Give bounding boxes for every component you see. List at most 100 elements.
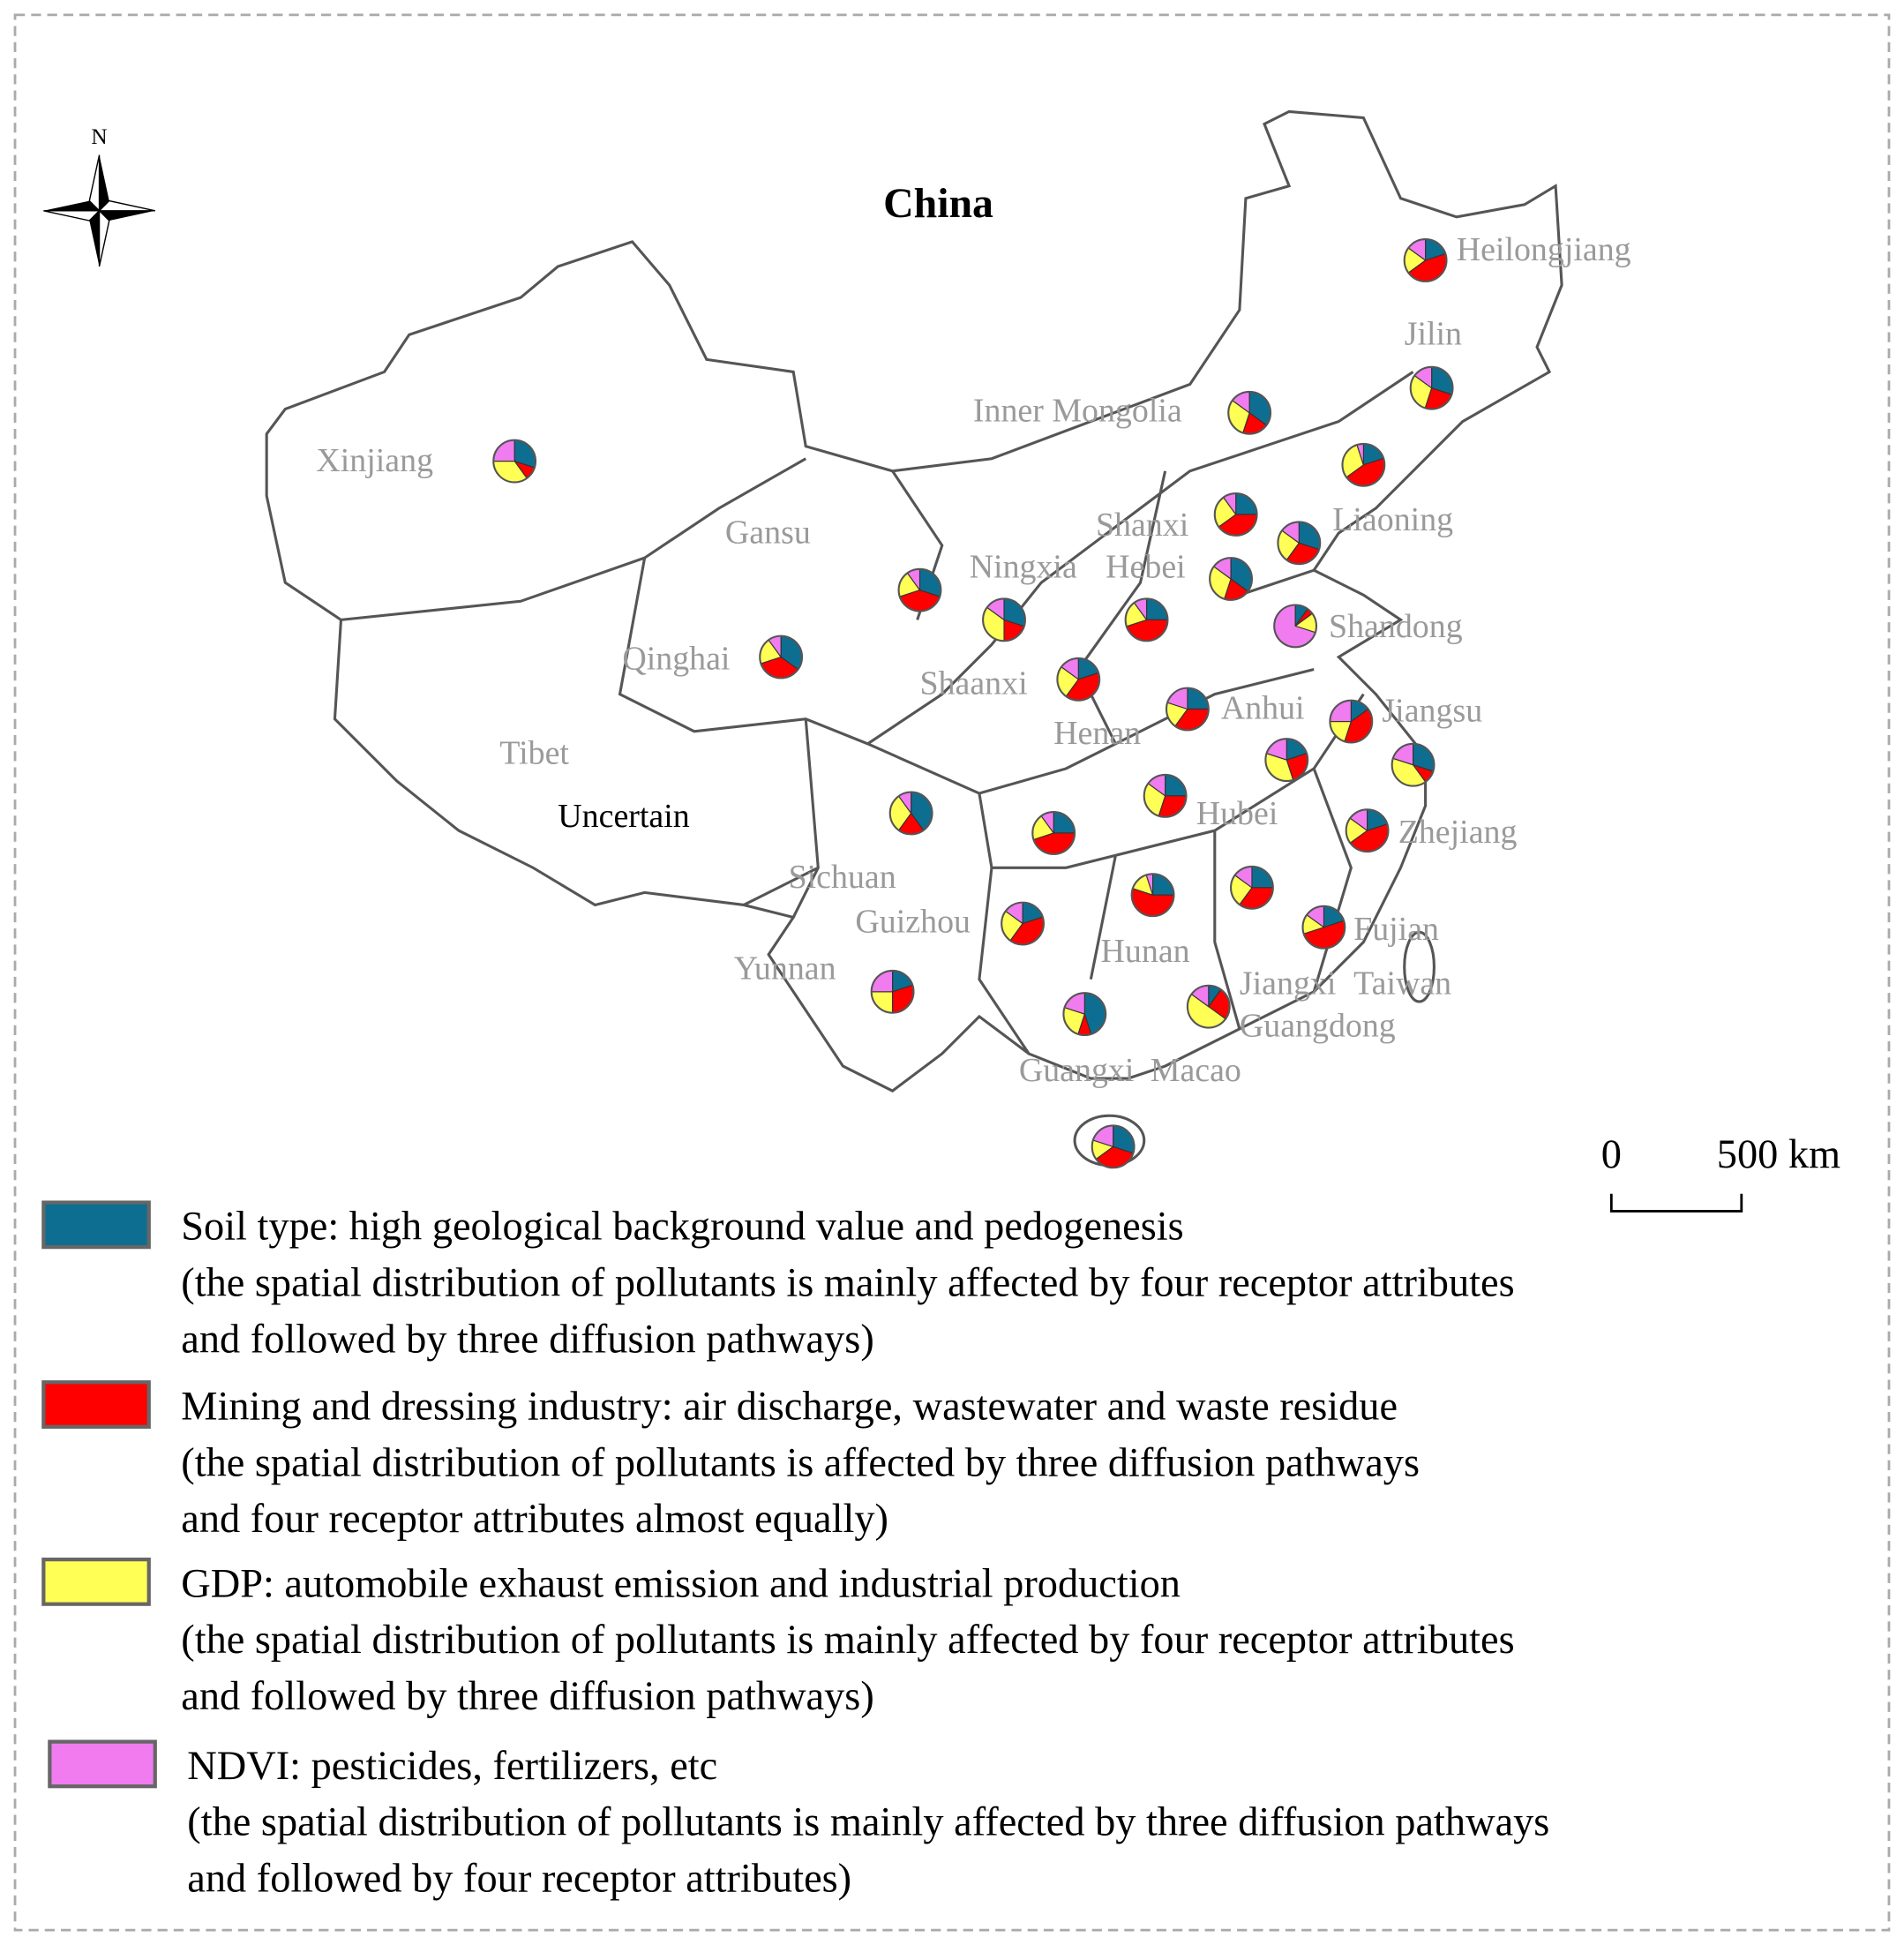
pie-rim bbox=[1130, 873, 1175, 918]
pie-rim bbox=[759, 635, 804, 680]
pie bbox=[897, 567, 942, 612]
province-label: Qinghai bbox=[622, 641, 730, 678]
pie-rim bbox=[1273, 604, 1318, 649]
legend-swatch bbox=[41, 1380, 151, 1429]
pie bbox=[759, 635, 804, 680]
pie-rim bbox=[1213, 492, 1258, 537]
province-label: Inner Mongolia bbox=[973, 393, 1182, 430]
pie bbox=[1062, 992, 1107, 1036]
province-label: Taiwan bbox=[1353, 965, 1451, 1003]
province-label: Ningxia bbox=[970, 549, 1077, 586]
pie-rim bbox=[870, 969, 915, 1014]
pie-rim bbox=[1001, 901, 1046, 946]
pie bbox=[1056, 657, 1101, 702]
pie bbox=[1213, 492, 1258, 537]
pie bbox=[870, 969, 915, 1014]
province-label: Guizhou bbox=[855, 903, 971, 940]
pie bbox=[1329, 699, 1374, 744]
pie bbox=[1165, 687, 1210, 732]
pie-rim bbox=[1277, 521, 1322, 566]
province-label: Zhejiang bbox=[1398, 814, 1518, 851]
legend: Soil type: high geological background va… bbox=[41, 1200, 1549, 1902]
pie bbox=[1031, 811, 1076, 855]
pie bbox=[1277, 521, 1322, 566]
pie bbox=[1301, 905, 1346, 950]
pie bbox=[1273, 604, 1318, 649]
pie bbox=[492, 439, 537, 484]
pie-rim bbox=[1391, 742, 1435, 787]
pie-rim bbox=[982, 597, 1026, 642]
pie bbox=[1209, 557, 1253, 601]
province-label: Macao bbox=[1151, 1052, 1241, 1089]
legend-item: GDP: automobile exhaust emission and ind… bbox=[41, 1558, 1515, 1719]
pie-rim bbox=[1186, 984, 1231, 1029]
pie-rim bbox=[492, 439, 537, 484]
province-label: Guangxi bbox=[1019, 1052, 1135, 1089]
pie-rim bbox=[1062, 992, 1107, 1036]
province-label: Jiangsu bbox=[1382, 693, 1482, 730]
pie bbox=[1001, 901, 1046, 946]
legend-text: and followed by three diffusion pathways… bbox=[181, 1674, 874, 1719]
pie bbox=[1264, 738, 1309, 783]
legend-text: Mining and dressing industry: air discha… bbox=[181, 1384, 1398, 1429]
pie bbox=[1345, 808, 1390, 853]
province-label: Yunnan bbox=[734, 950, 836, 988]
pie-rim bbox=[1403, 238, 1448, 282]
province-label: Jilin bbox=[1405, 316, 1462, 353]
legend-text: and followed by four receptor attributes… bbox=[187, 1857, 851, 1902]
north-label: N bbox=[91, 124, 107, 149]
pie bbox=[1186, 984, 1231, 1029]
province-label: Sichuan bbox=[789, 859, 896, 896]
province-label: Shandong bbox=[1329, 608, 1463, 645]
province-label: Heilongjiang bbox=[1457, 231, 1631, 268]
pie-rim bbox=[1264, 738, 1309, 783]
scale-end: 500 km bbox=[1717, 1132, 1840, 1177]
compass: N bbox=[43, 124, 155, 267]
legend-text: Soil type: high geological background va… bbox=[181, 1205, 1183, 1250]
pie-rim bbox=[1209, 557, 1253, 601]
province-label: Gansu bbox=[725, 514, 811, 551]
scale-bar: 0 500 km bbox=[1601, 1132, 1840, 1213]
pie-rim bbox=[1056, 657, 1101, 702]
pie-rim bbox=[1409, 365, 1454, 410]
province-label: Xinjiang bbox=[316, 442, 433, 479]
province-labels: Heilongjiang Jilin Inner Mongolia Liaoning X… bbox=[316, 231, 1630, 1089]
pie-rim bbox=[1341, 442, 1386, 487]
legend-swatch bbox=[41, 1200, 151, 1250]
legend-swatch bbox=[41, 1558, 151, 1606]
map-title: China bbox=[883, 180, 993, 227]
pie bbox=[1130, 873, 1175, 918]
legend-text: and followed by three diffusion pathways… bbox=[181, 1318, 874, 1363]
china-outline bbox=[265, 109, 1563, 1167]
pie-rim bbox=[1124, 597, 1169, 642]
pie bbox=[1124, 597, 1169, 642]
province-label: Jiangxi bbox=[1240, 965, 1337, 1003]
province-label: Guangdong bbox=[1240, 1007, 1396, 1044]
frame bbox=[13, 13, 1891, 1932]
pie bbox=[1403, 238, 1448, 282]
pies bbox=[492, 238, 1454, 1169]
pie bbox=[1409, 365, 1454, 410]
scale-start: 0 bbox=[1601, 1132, 1622, 1177]
pie-rim bbox=[888, 791, 933, 836]
legend-text: and four receptor attributes almost equa… bbox=[181, 1497, 888, 1542]
pie-rim bbox=[1165, 687, 1210, 732]
pie-rim bbox=[1031, 811, 1076, 855]
pie-rim bbox=[897, 567, 942, 612]
legend-text: NDVI: pesticides, fertilizers, etc bbox=[187, 1744, 717, 1789]
uncertain-label: Uncertain bbox=[558, 798, 689, 835]
legend-item: Mining and dressing industry: air discha… bbox=[41, 1380, 1420, 1542]
pie-rim bbox=[1345, 808, 1390, 853]
pie bbox=[888, 791, 933, 836]
legend-text: (the spatial distribution of pollutants … bbox=[181, 1261, 1514, 1306]
legend-swatch bbox=[48, 1739, 157, 1789]
pie-rim bbox=[1230, 865, 1274, 910]
province-label: Anhui bbox=[1221, 690, 1305, 727]
province-label: Hubei bbox=[1196, 795, 1278, 832]
legend-item: NDVI: pesticides, fertilizers, etc (the s… bbox=[48, 1739, 1549, 1902]
pie bbox=[1143, 773, 1188, 818]
legend-text: (the spatial distribution of pollutants … bbox=[181, 1440, 1420, 1485]
pie bbox=[1341, 442, 1386, 487]
province-label: Shanxi bbox=[1096, 507, 1188, 544]
